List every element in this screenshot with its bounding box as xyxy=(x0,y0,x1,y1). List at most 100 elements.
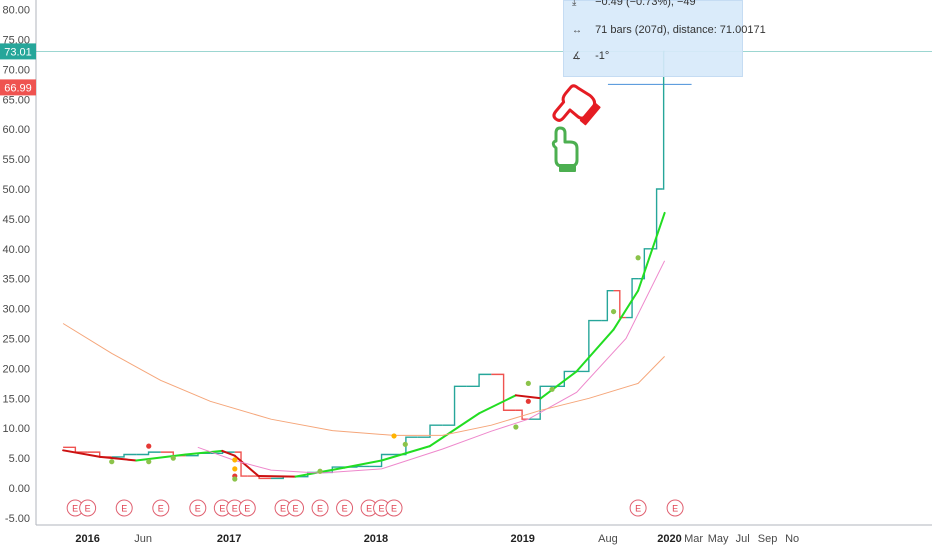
earnings-marker-label: E xyxy=(158,504,164,514)
y-tick-label: 60.00 xyxy=(2,124,30,136)
fast-moving-average-segment xyxy=(575,328,615,373)
price-step-segment xyxy=(650,188,663,250)
earnings-marker-label: E xyxy=(219,504,225,514)
earnings-marker[interactable] xyxy=(666,499,684,517)
orange-signal-dot xyxy=(232,466,238,472)
x-tick-label: 2017 xyxy=(217,533,241,545)
bars-range-icon: ↔ xyxy=(572,25,582,36)
price-tags: 73.01 66.99 xyxy=(0,43,36,96)
fast-moving-average-segment xyxy=(221,449,236,457)
green-signal-dot xyxy=(146,459,152,465)
price-tag-background xyxy=(0,43,36,60)
fast-moving-average-segment xyxy=(184,449,224,456)
earnings-marker-label: E xyxy=(379,504,385,514)
measure-tooltip: ⤓ −0.49 (−0.73%), −49 ↔ 71 bars (207d), … xyxy=(563,0,766,77)
fast-moving-average-segment xyxy=(428,412,481,448)
earnings-marker-label: E xyxy=(635,504,641,514)
price-step-segment xyxy=(576,319,602,373)
y-tick-label: 45.00 xyxy=(2,214,30,226)
earnings-marker-label: E xyxy=(391,504,397,514)
price-step-segment xyxy=(601,289,614,322)
price-step-segment xyxy=(515,409,529,420)
y-tick-label: 30.00 xyxy=(2,304,30,316)
earnings-marker[interactable] xyxy=(238,499,256,517)
earnings-marker[interactable] xyxy=(385,499,403,517)
price-change-text: −0.49 (−0.73%), −49 xyxy=(595,0,696,8)
y-tick-label: 20.00 xyxy=(2,363,30,375)
earnings-marker-label: E xyxy=(85,504,91,514)
x-tick-label: 2020 xyxy=(657,533,681,545)
earnings-marker[interactable] xyxy=(336,499,354,517)
earnings-marker-label: E xyxy=(342,504,348,514)
price-step-segment xyxy=(234,451,248,477)
price-step-segment xyxy=(247,475,271,480)
series-layer xyxy=(62,50,666,480)
pink-moving-average-line xyxy=(197,260,666,474)
thumbs-down-hand-icon[interactable] xyxy=(549,83,602,137)
earnings-marker[interactable] xyxy=(629,499,647,517)
green-signal-dot xyxy=(402,441,408,447)
x-tick-label: No xyxy=(785,533,799,545)
pointing-up-hand-icon[interactable] xyxy=(551,126,579,172)
green-signal-dot xyxy=(513,424,519,430)
price-tag-label: 66.99 xyxy=(4,82,32,94)
earnings-marker-label: E xyxy=(672,504,678,514)
price-step-segment xyxy=(63,446,88,453)
angle-text: -1° xyxy=(595,50,610,62)
price-step-segment xyxy=(136,451,161,456)
y-tick-label: 55.00 xyxy=(2,154,30,166)
fast-moving-average-segment xyxy=(612,289,640,331)
y-tick-label: 35.00 xyxy=(2,274,30,286)
price-range-icon: ⤓ xyxy=(572,0,577,8)
x-tick-label: 2018 xyxy=(364,533,388,545)
earnings-marker[interactable] xyxy=(287,499,305,517)
fast-moving-average-segment xyxy=(233,454,260,478)
earnings-marker[interactable] xyxy=(79,499,97,517)
y-axis: 80.0075.0070.0065.0060.0055.0050.0045.00… xyxy=(2,5,30,525)
x-tick-label: Jul xyxy=(736,533,750,545)
x-tick-label: Jun xyxy=(134,533,152,545)
price-step-segment xyxy=(528,385,553,420)
earnings-marker-label: E xyxy=(244,504,250,514)
y-tick-label: 5.00 xyxy=(9,453,30,465)
fast-moving-average-segment xyxy=(380,445,431,462)
fast-moving-average-segment xyxy=(478,394,517,415)
earnings-marker[interactable] xyxy=(311,499,329,517)
y-tick-label: 15.00 xyxy=(2,393,30,405)
price-step-segment xyxy=(466,373,492,388)
green-signal-dot xyxy=(549,386,555,392)
orange-signal-dot xyxy=(232,457,238,463)
price-tag-label: 73.01 xyxy=(4,46,32,58)
x-tick-label: Sep xyxy=(758,533,778,545)
y-tick-label: 65.00 xyxy=(2,94,30,106)
price-step-segment xyxy=(417,424,443,438)
y-tick-label: 0.00 xyxy=(9,483,30,495)
earnings-marker-label: E xyxy=(232,504,238,514)
earnings-marker[interactable] xyxy=(189,499,207,517)
x-axis: 2016 Jun 2017 2018 2019 Aug 2020 Mar May Jul Sep No xyxy=(75,533,799,545)
x-tick-label: Aug xyxy=(598,533,618,545)
earnings-marker-label: E xyxy=(317,504,323,514)
green-signal-dot xyxy=(525,380,531,386)
red-signal-dot xyxy=(525,398,531,404)
green-signal-dot xyxy=(610,308,617,315)
y-tick-label: 70.00 xyxy=(2,64,30,76)
green-signal-dot xyxy=(232,476,238,482)
fast-moving-average-segment xyxy=(637,211,666,292)
x-tick-label: May xyxy=(708,533,729,545)
slow-moving-average-line xyxy=(62,323,665,436)
green-signal-dot xyxy=(317,468,323,474)
green-signal-dot xyxy=(170,455,176,461)
earnings-marker-label: E xyxy=(121,504,127,514)
horizontal-price-line[interactable] xyxy=(36,51,932,85)
price-step-segment xyxy=(210,451,235,455)
x-tick-label: Mar xyxy=(684,533,703,545)
earnings-marker[interactable] xyxy=(152,499,170,517)
y-tick-label: 50.00 xyxy=(2,184,30,196)
orange-signal-dot xyxy=(391,433,397,439)
y-tick-label: 25.00 xyxy=(2,334,30,346)
price-step-segment xyxy=(442,385,467,426)
earnings-marker[interactable] xyxy=(115,499,133,517)
